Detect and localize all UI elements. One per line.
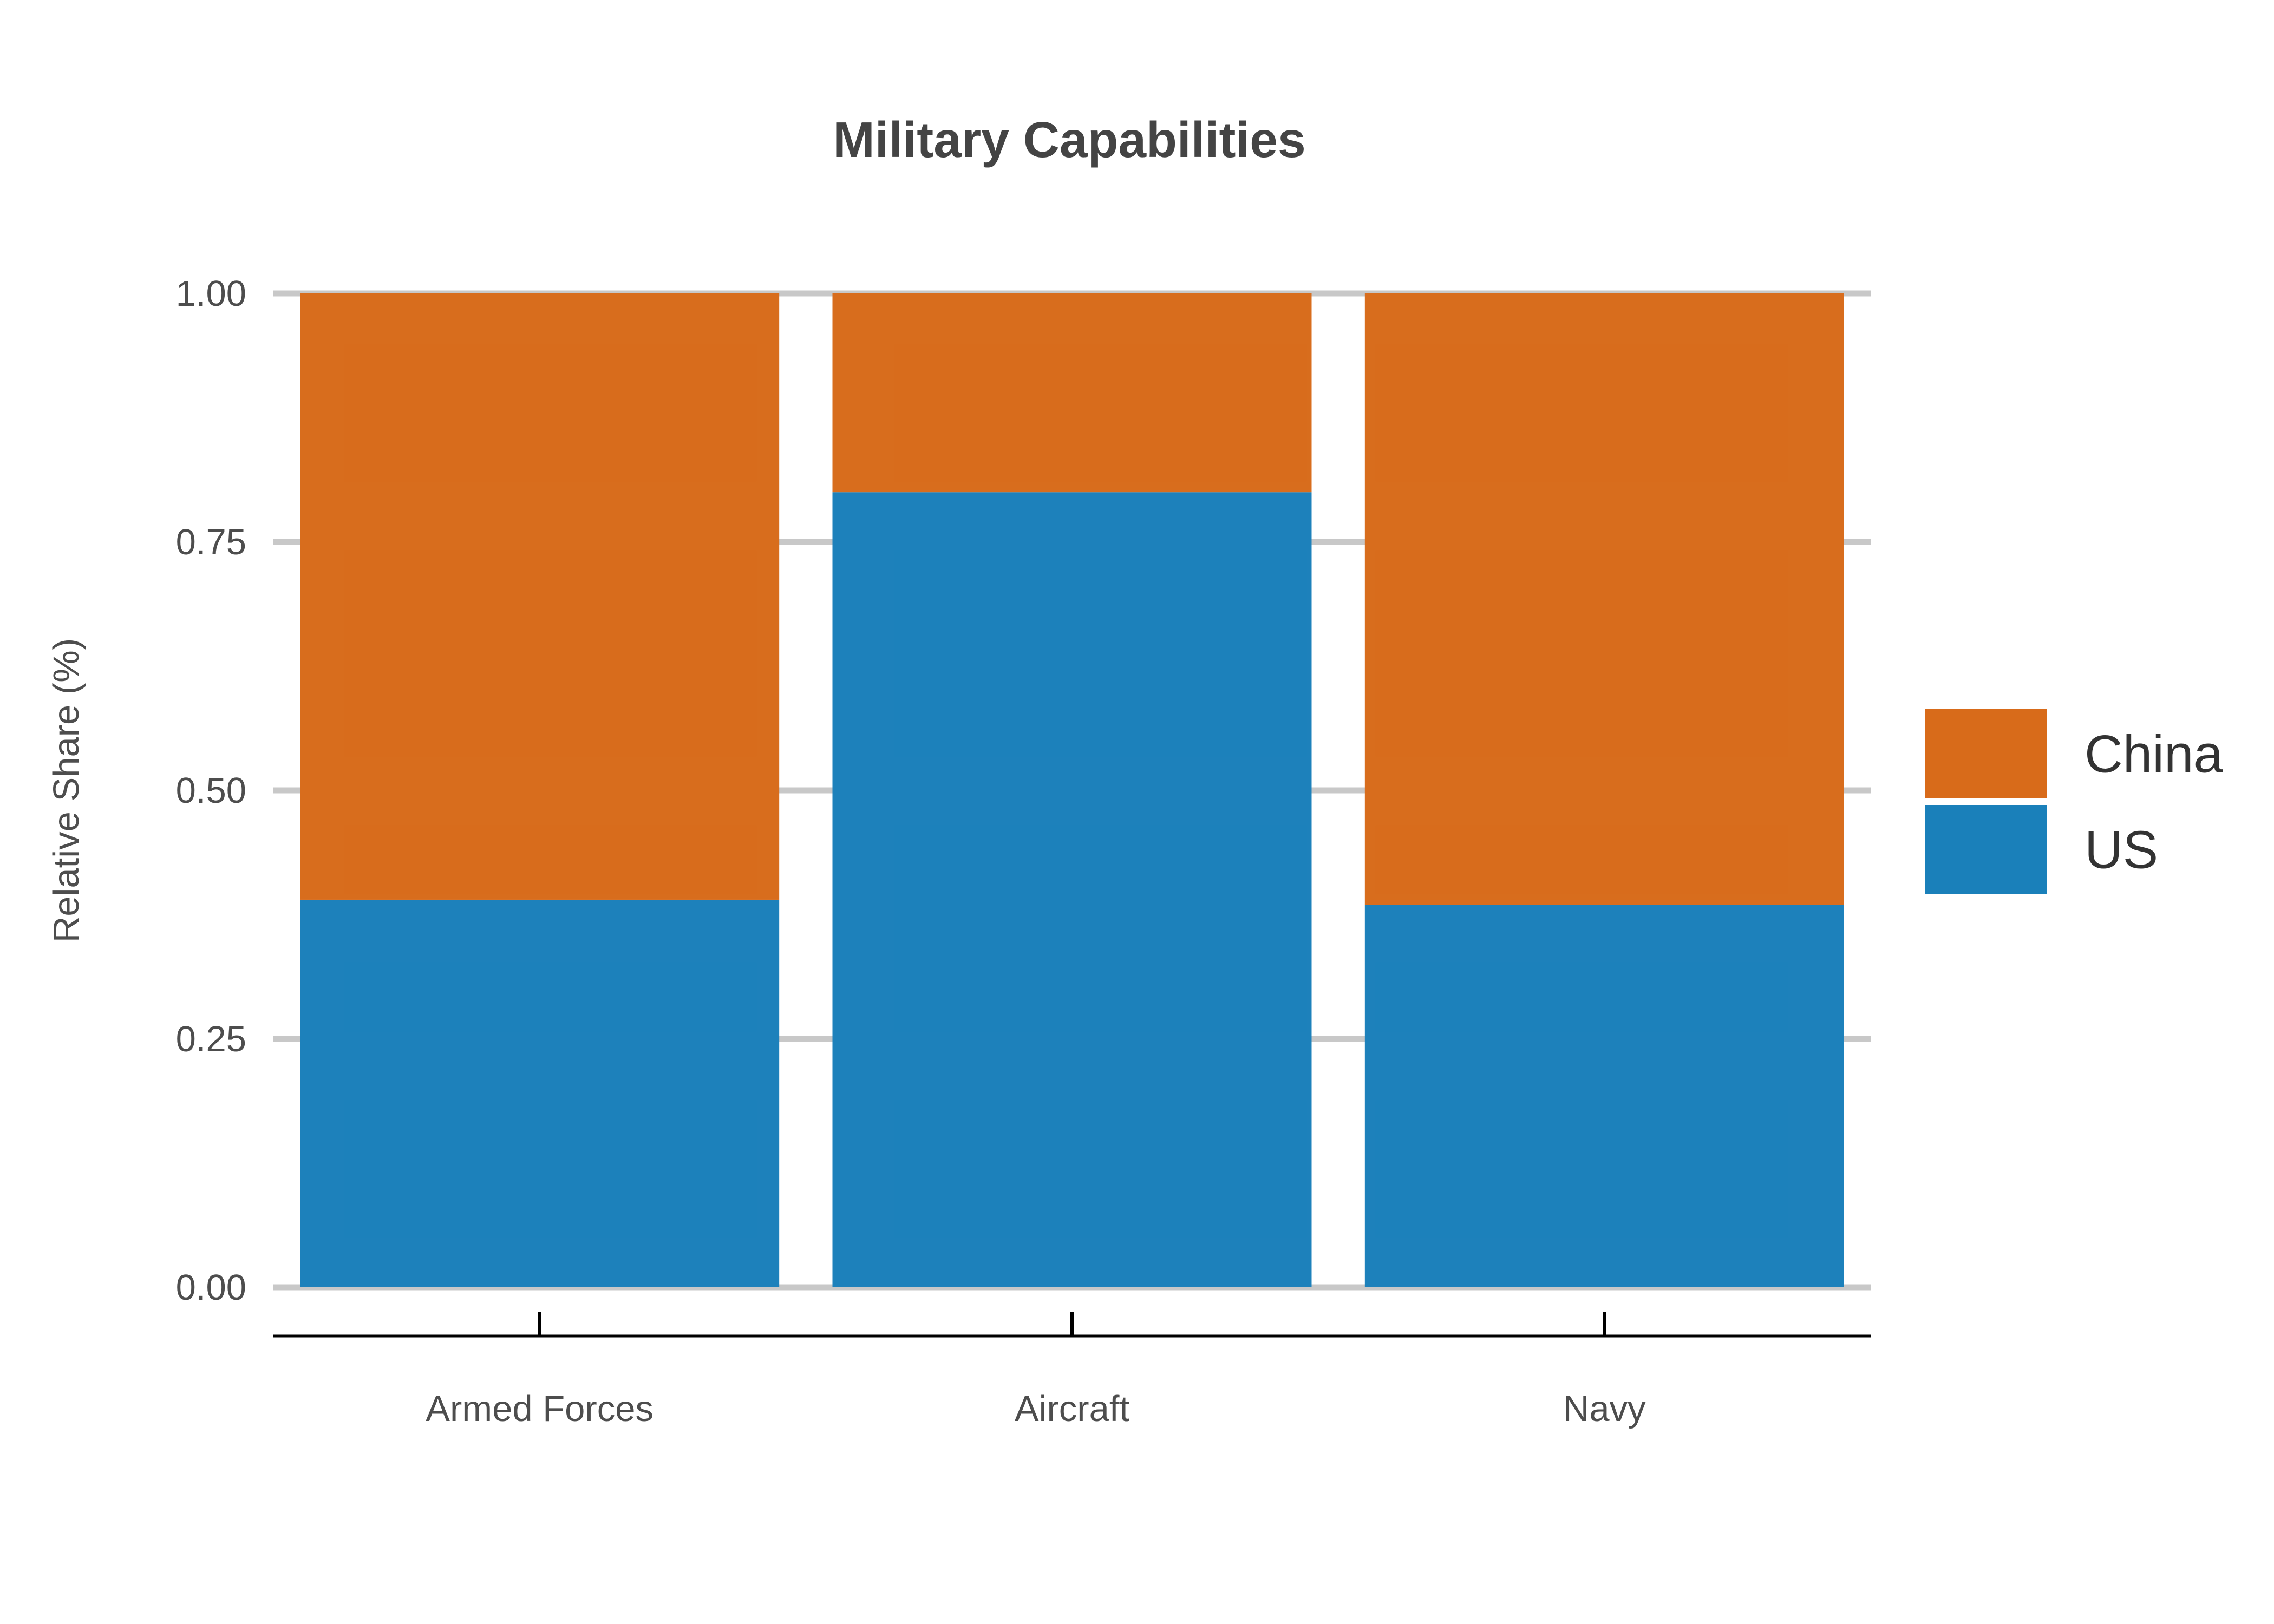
y-tick-label: 0.75 xyxy=(176,522,246,562)
y-tick-label: 0.25 xyxy=(176,1019,246,1059)
bar-china-aircraft xyxy=(832,293,1312,493)
y-tick-label: 0.00 xyxy=(176,1267,246,1308)
bar-china-navy xyxy=(1364,293,1844,905)
x-axis: Armed Forces Aircraft Navy xyxy=(273,1312,1871,1429)
legend-label-china: China xyxy=(2084,724,2224,784)
legend-key-china xyxy=(1925,709,2047,798)
bar-us-armed-forces xyxy=(300,899,780,1287)
chart-title: Military Capabilities xyxy=(833,112,1305,168)
bar-us-navy xyxy=(1364,905,1844,1287)
legend: China US xyxy=(1925,709,2224,894)
legend-key-us xyxy=(1925,805,2047,894)
y-axis-title: Relative Share (%) xyxy=(46,638,87,942)
x-tick-label: Aircraft xyxy=(1015,1389,1130,1429)
bars xyxy=(300,293,1844,1288)
y-tick-label: 0.50 xyxy=(176,770,246,811)
y-axis-tick-labels: 0.00 0.25 0.50 0.75 1.00 xyxy=(176,273,246,1308)
y-tick-label: 1.00 xyxy=(176,273,246,314)
x-tick-label: Armed Forces xyxy=(426,1389,654,1429)
bar-china-armed-forces xyxy=(300,293,780,900)
bar-us-aircraft xyxy=(832,492,1312,1288)
legend-label-us: US xyxy=(2084,820,2158,880)
x-tick-label: Navy xyxy=(1563,1389,1646,1429)
